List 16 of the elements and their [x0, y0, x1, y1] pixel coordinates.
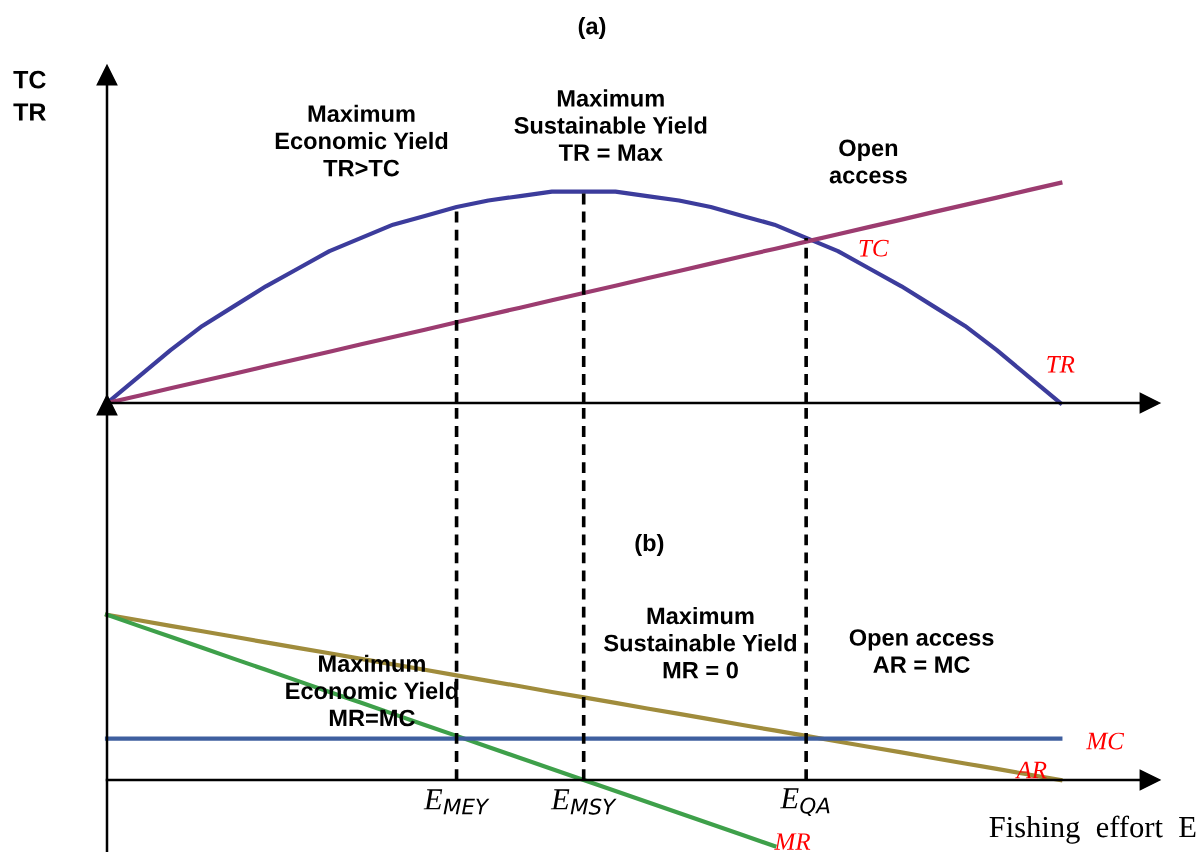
series-label: MC — [1086, 732, 1125, 750]
series-label: TR — [1047, 356, 1075, 373]
series-label: TC — [859, 239, 889, 257]
chart-title: (b) — [635, 533, 664, 556]
chart-title: (a) — [578, 17, 606, 40]
annotation: Open access AR = MC — [849, 629, 994, 673]
text: Maximum Economic Yield TR>TC — [275, 104, 448, 177]
x-tick-label: E$_{MEY}$ — [423, 789, 490, 815]
x-tick-label: E$_{MSY}$ — [550, 789, 617, 815]
annotation: Open access — [829, 139, 907, 184]
text: Maximum Sustainable Yield TR = Max — [514, 89, 707, 161]
series-label: MR — [774, 833, 811, 850]
y-axis-title: TC TR — [13, 70, 46, 121]
x-tick-label: E$_{QA}$ — [780, 788, 830, 817]
x-axis-title: Fishing effort E — [989, 815, 1196, 844]
annotation: Maximum Sustainable Yield MR = 0 — [604, 606, 797, 679]
